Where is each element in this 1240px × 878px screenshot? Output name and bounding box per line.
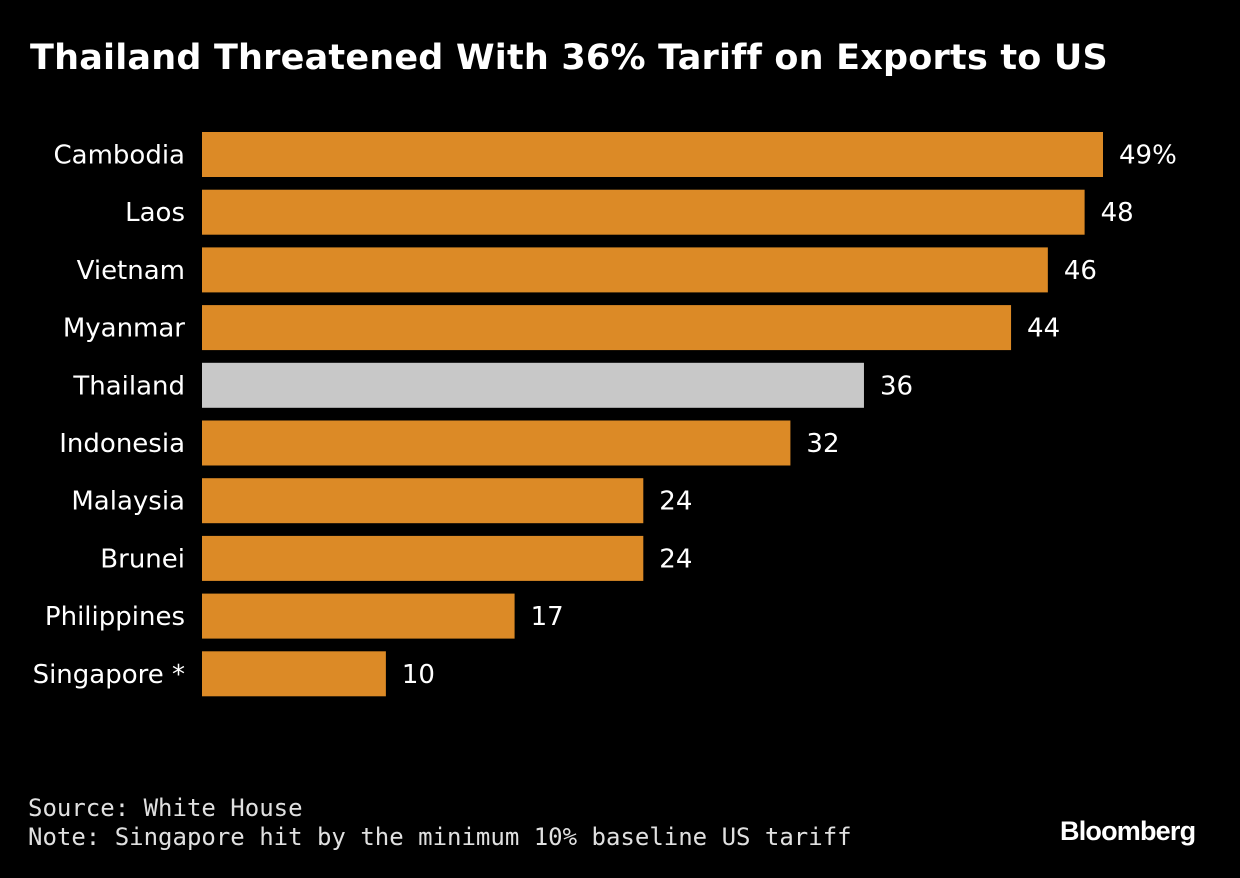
value-label-brunei: 24 — [659, 544, 692, 574]
category-label-laos: Laos — [125, 198, 185, 228]
bar-laos — [202, 189, 1085, 235]
value-label-myanmar: 44 — [1027, 314, 1060, 344]
bar-myanmar — [202, 305, 1012, 351]
category-label-philippines: Philippines — [45, 602, 185, 632]
bar-malaysia — [202, 478, 644, 524]
category-label-malaysia: Malaysia — [71, 487, 185, 517]
category-label-indonesia: Indonesia — [59, 429, 185, 459]
value-label-indonesia: 32 — [806, 429, 839, 459]
note-text: Note: Singapore hit by the minimum 10% b… — [28, 823, 852, 851]
category-label-brunei: Brunei — [100, 544, 185, 574]
value-label-thailand: 36 — [880, 371, 913, 401]
source-text: Source: White House — [28, 794, 303, 822]
category-label-myanmar: Myanmar — [63, 314, 185, 344]
value-label-philippines: 17 — [531, 602, 564, 632]
value-label-vietnam: 46 — [1064, 256, 1097, 286]
bar-indonesia — [202, 420, 791, 466]
value-label-malaysia: 24 — [659, 487, 692, 517]
bar-thailand — [202, 362, 864, 408]
category-label-thailand: Thailand — [72, 371, 185, 401]
value-label-cambodia: 49% — [1119, 141, 1177, 171]
bar-vietnam — [202, 247, 1048, 293]
bar-brunei — [202, 535, 644, 581]
value-label-singapore: 10 — [402, 660, 435, 690]
bar-philippines — [202, 593, 515, 639]
category-label-singapore: Singapore * — [33, 660, 185, 690]
value-label-laos: 48 — [1101, 198, 1134, 228]
category-label-vietnam: Vietnam — [77, 256, 185, 286]
chart-title: Thailand Threatened With 36% Tariff on E… — [30, 38, 1108, 78]
bloomberg-logo: Bloomberg — [1060, 816, 1196, 846]
bar-cambodia — [202, 132, 1103, 177]
category-label-cambodia: Cambodia — [54, 141, 186, 171]
bar-singapore — [202, 651, 386, 697]
